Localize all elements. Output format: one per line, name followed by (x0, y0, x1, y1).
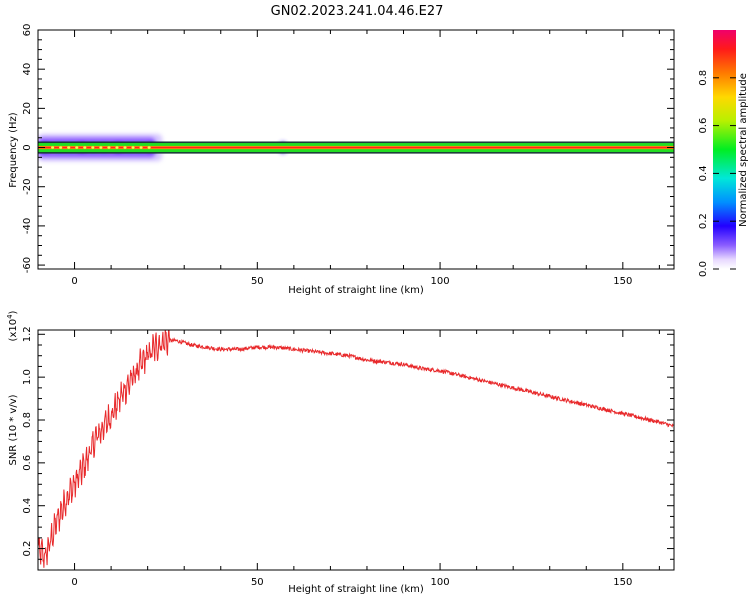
colorbar-tick-label: 0.6 (698, 118, 709, 134)
heatmap-band-spot (51, 146, 55, 149)
spectrogram-x-axis-label: Height of straight line (km) (288, 285, 424, 296)
snr-ticks (37, 330, 674, 571)
y-tick-label: 0.8 (22, 412, 33, 428)
heatmap-band-spot (91, 146, 95, 149)
y-tick-label: -60 (22, 257, 33, 273)
snr-x-tick-labels: 0 50 100 150 (71, 577, 632, 588)
colorbar-ticks (713, 77, 736, 270)
y-tick-label: 0.2 (22, 541, 33, 557)
heatmap-band-spot (139, 146, 143, 149)
colorbar-tick-label: 0.2 (698, 213, 709, 229)
heatmap-band-spot (123, 146, 127, 149)
y-tick-label: 0.6 (22, 455, 33, 471)
spectrogram-frame (37, 29, 675, 270)
heatmap-band-spot (75, 146, 79, 149)
spectrogram-heatmap (38, 133, 674, 162)
spectrogram-y-tick-labels: 60 40 20 0 -20 -40 -60 (22, 24, 33, 274)
x-tick-label: 100 (431, 577, 450, 588)
colorbar-tick-label: 0.0 (698, 261, 709, 277)
y-tick-label: 0.4 (22, 498, 33, 514)
heatmap-band-spot (131, 146, 135, 149)
heatmap-band-spot (83, 146, 87, 149)
y-tick-label: 60 (22, 24, 33, 37)
spectrogram-panel: 0 50 100 150 60 40 20 0 -20 -40 -60 Height of str… (8, 24, 675, 296)
colorbar-label: Normalized spectral amplitude (738, 73, 749, 227)
spectrogram-ticks (37, 29, 674, 269)
snr-series-line (38, 330, 674, 568)
x-tick-label: 150 (613, 577, 632, 588)
y-tick-label: -40 (22, 218, 33, 234)
snr-panel: 0 50 100 150 0.2 0.4 0.6 0.8 1.0 1.2 Height of s… (6, 310, 675, 595)
y-tick-label: 1.0 (22, 369, 33, 385)
snr-x-axis-label: Height of straight line (km) (288, 584, 424, 595)
snr-scale-factor: (x104) (6, 310, 19, 341)
heatmap-band-spot (59, 146, 63, 149)
snr-y-axis-label: SNR (10 * v/v) (8, 394, 19, 465)
x-tick-label: 50 (251, 577, 264, 588)
colorbar-tick-labels: 0.0 0.2 0.4 0.6 0.8 (698, 70, 709, 277)
spectrogram-y-axis-label: Frequency (Hz) (8, 112, 19, 188)
x-tick-label: 0 (71, 276, 77, 287)
y-tick-label: 40 (22, 63, 33, 76)
colorbar-gradient (713, 30, 736, 269)
colorbar-tick-label: 0.8 (698, 70, 709, 86)
x-tick-label: 150 (613, 276, 632, 287)
scale-suffix: ) (8, 310, 19, 314)
colorbar-tick-label: 0.4 (698, 165, 709, 181)
heatmap-band-spot (99, 146, 103, 149)
heatmap-band-spot (67, 146, 71, 149)
figure-title: GN02.2023.241.04.46.E27 (271, 4, 444, 19)
y-tick-label: 0 (22, 144, 33, 150)
x-tick-label: 0 (71, 577, 77, 588)
y-tick-label: 1.2 (22, 326, 33, 342)
x-tick-label: 50 (251, 276, 264, 287)
scale-prefix: (x10 (8, 319, 19, 342)
snr-frame (37, 329, 675, 571)
heatmap-band-spot (147, 146, 151, 149)
spectrogram-x-tick-labels: 0 50 100 150 (71, 276, 632, 287)
x-tick-label: 100 (431, 276, 450, 287)
colorbar: 0.0 0.2 0.4 0.6 0.8 Normalized spectral ampl… (698, 30, 749, 277)
snr-y-tick-labels: 0.2 0.4 0.6 0.8 1.0 1.2 (22, 326, 33, 556)
heatmap-band-spot (107, 146, 111, 149)
snr-plot-area (38, 330, 674, 568)
y-tick-label: -20 (22, 179, 33, 195)
scale-exponent: 4 (6, 314, 14, 319)
y-tick-label: 20 (22, 102, 33, 115)
heatmap-band-spot (115, 146, 119, 149)
heatmap-band-core (38, 146, 674, 149)
